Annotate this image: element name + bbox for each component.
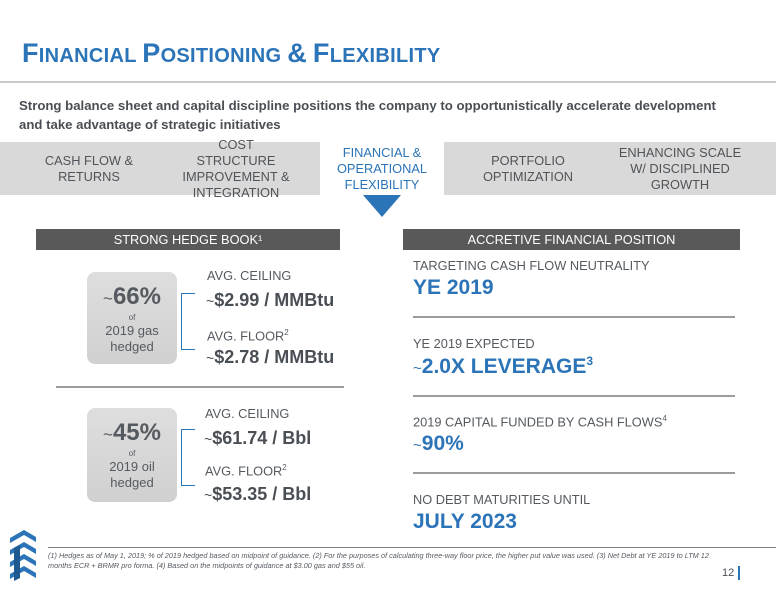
subtitle: Strong balance sheet and capital discipl… [19,98,716,132]
metric-divider-2 [413,395,735,397]
metric-divider-3 [413,472,735,474]
metric-maturities-value: JULY 2023 [413,510,517,533]
gas-desc-line1: 2019 gas [105,323,159,338]
financial-position-header: ACCRETIVE FINANCIAL POSITION [403,229,740,250]
strategy-tabs: CASH FLOW & RETURNS COST STRUCTURE IMPROVE… [0,136,776,200]
title-divider [0,81,776,83]
oil-of-label: of [128,449,136,458]
oil-ceiling-value: ~$61.74 / Bbl [204,428,312,448]
company-logo-icon [10,528,36,587]
tab-financial-flexibility: FINANCIAL & OPERATIONAL FLEXIBILITY [320,142,444,195]
tab-cost-structure: COST STRUCTURE IMPROVEMENT & INTEGRATION [182,136,290,200]
footer-divider [48,547,776,548]
metric-leverage-label: YE 2019 EXPECTED [413,336,535,351]
gas-desc-line2: hedged [110,339,154,354]
metric-leverage-value: ~2.0X LEVERAGE3 [413,354,594,378]
gas-hedge-box: ~66% of 2019 gas hedged [87,272,177,364]
oil-desc-line1: 2019 oil [109,459,155,474]
metric-cash-flow-value: YE 2019 [413,276,494,299]
page-number: 12 [722,567,735,579]
oil-floor-label: AVG. FLOOR2 [205,463,287,479]
tab-enhancing-scale: ENHANCING SCALE W/ DISCIPLINED GROWTH [618,144,742,192]
metric-divider-1 [413,316,735,318]
gas-of-label: of [128,313,136,322]
gas-floor-label: AVG. FLOOR2 [207,328,289,344]
tab-portfolio: PORTFOLIO OPTIMIZATION [482,152,574,184]
triangle-down-icon [363,195,401,217]
oil-hedge-percent: ~45% [103,419,161,446]
tab-cash-flow: CASH FLOW & RETURNS [44,152,134,184]
page-title: FINANCIAL POSITIONING & FLEXIBILITY [22,38,441,68]
metric-cash-flow-label: TARGETING CASH FLOW NEUTRALITY [413,258,650,273]
oil-ceiling-label: AVG. CEILING [205,406,290,421]
gas-hedge-percent: ~66% [103,283,161,310]
oil-desc-line2: hedged [110,475,154,490]
oil-floor-value: ~$53.35 / Bbl [204,484,312,504]
gas-floor-value: ~$2.78 / MMBtu [206,347,335,367]
metric-capital-label: 2019 CAPITAL FUNDED BY CASH FLOWS4 [413,414,667,430]
metric-capital-value: ~90% [413,432,464,455]
metric-maturities-label: NO DEBT MATURITIES UNTIL [413,492,591,507]
gas-bracket [181,293,195,350]
oil-bracket [181,429,195,486]
oil-hedge-box: ~45% of 2019 oil hedged [87,408,177,502]
footnote: (1) Hedges as of May 1, 2019; % of 2019 … [48,551,709,570]
page-number-accent [738,566,740,580]
gas-ceiling-value: ~$2.99 / MMBtu [206,290,335,310]
hedge-book-header: STRONG HEDGE BOOK¹ [36,229,340,250]
gas-ceiling-label: AVG. CEILING [207,268,292,283]
hedge-divider [56,386,344,388]
